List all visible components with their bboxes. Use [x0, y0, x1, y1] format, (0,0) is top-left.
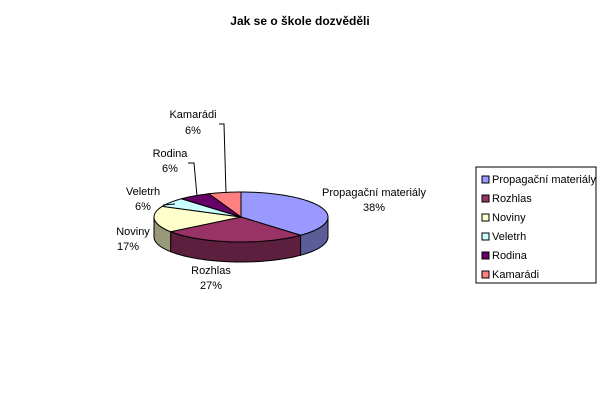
data-label-name: Noviny [116, 226, 150, 238]
data-label-name: Kamarádi [169, 109, 216, 121]
legend-label: Kamarádi [492, 269, 539, 281]
legend-box [475, 166, 597, 284]
data-label-value: 6% [162, 163, 178, 175]
legend-swatch [481, 232, 490, 241]
data-label-name: Veletrh [126, 186, 160, 198]
data-label-name: Rodina [153, 148, 189, 160]
data-label-value: 38% [363, 202, 385, 214]
legend-label: Noviny [492, 212, 526, 224]
data-label-value: 6% [185, 125, 201, 137]
legend-swatch [481, 175, 490, 184]
leader-line [162, 203, 176, 206]
pie-slice [179, 193, 242, 218]
pie-slice [240, 191, 329, 236]
leader-line [188, 162, 198, 197]
legend-label: Veletrh [492, 231, 526, 243]
legend-swatch [481, 270, 490, 279]
chart-title: Jak se o škole dozvěděli [230, 14, 369, 28]
data-label-name: Propagační materiály [322, 187, 426, 199]
data-label-value: 6% [135, 201, 151, 213]
data-label-value: 27% [200, 280, 222, 292]
legend-label: Rodina [492, 250, 528, 262]
legend-swatch [481, 194, 490, 203]
pie-slice [207, 191, 242, 218]
legend-label: Propagační materiály [492, 174, 596, 186]
pie-slice [153, 205, 242, 233]
leader-line [219, 123, 227, 194]
data-label-value: 17% [117, 241, 139, 253]
legend-label: Rozhlas [492, 193, 532, 205]
legend-swatch [481, 251, 490, 260]
legend-swatch [481, 213, 490, 222]
data-label-name: Rozhlas [191, 265, 231, 277]
pie-slice [168, 216, 303, 243]
